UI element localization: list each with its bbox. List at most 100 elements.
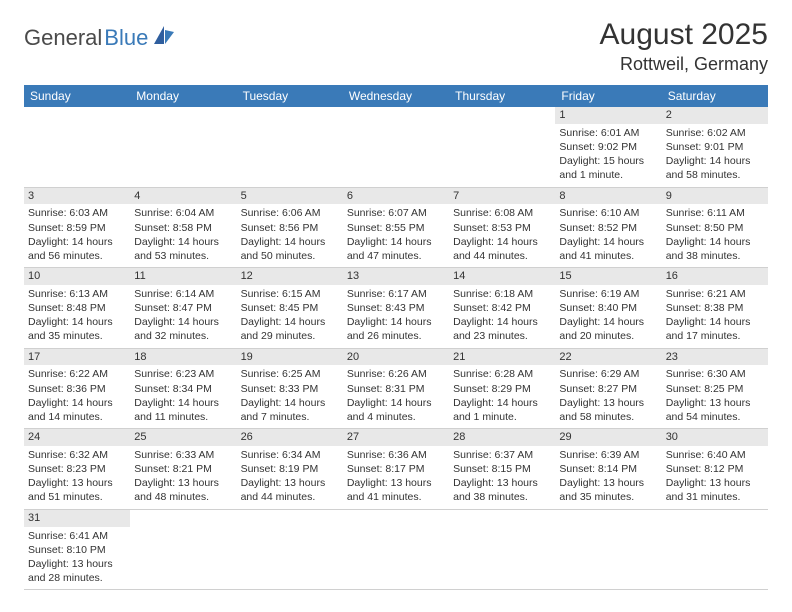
day-details: Sunrise: 6:07 AMSunset: 8:55 PMDaylight:… <box>343 204 449 267</box>
sunrise-text: Sunrise: 6:15 AM <box>241 287 339 301</box>
calendar-cell <box>555 509 661 590</box>
sunset-text: Sunset: 8:45 PM <box>241 301 339 315</box>
month-title: August 2025 <box>600 18 768 52</box>
calendar-week: 31Sunrise: 6:41 AMSunset: 8:10 PMDayligh… <box>24 509 768 590</box>
sunrise-text: Sunrise: 6:22 AM <box>28 367 126 381</box>
sunset-text: Sunset: 9:02 PM <box>559 140 657 154</box>
weekday-row: SundayMondayTuesdayWednesdayThursdayFrid… <box>24 85 768 107</box>
day-details: Sunrise: 6:33 AMSunset: 8:21 PMDaylight:… <box>130 446 236 509</box>
calendar-cell <box>237 107 343 187</box>
day-number: 5 <box>237 188 343 205</box>
weekday-header: Thursday <box>449 85 555 107</box>
day-number: 23 <box>662 349 768 366</box>
day-number: 28 <box>449 429 555 446</box>
day-number: 24 <box>24 429 130 446</box>
day-details: Sunrise: 6:36 AMSunset: 8:17 PMDaylight:… <box>343 446 449 509</box>
day-number: 31 <box>24 510 130 527</box>
calendar-cell <box>130 107 236 187</box>
calendar-cell: 28Sunrise: 6:37 AMSunset: 8:15 PMDayligh… <box>449 429 555 510</box>
day-number: 26 <box>237 429 343 446</box>
calendar-cell: 9Sunrise: 6:11 AMSunset: 8:50 PMDaylight… <box>662 187 768 268</box>
daylight-text: Daylight: 14 hours and 23 minutes. <box>453 315 551 343</box>
location: Rottweil, Germany <box>600 54 768 75</box>
calendar-cell: 30Sunrise: 6:40 AMSunset: 8:12 PMDayligh… <box>662 429 768 510</box>
calendar-cell: 17Sunrise: 6:22 AMSunset: 8:36 PMDayligh… <box>24 348 130 429</box>
day-details: Sunrise: 6:30 AMSunset: 8:25 PMDaylight:… <box>662 365 768 428</box>
day-number: 20 <box>343 349 449 366</box>
calendar-cell <box>24 107 130 187</box>
day-details: Sunrise: 6:08 AMSunset: 8:53 PMDaylight:… <box>449 204 555 267</box>
day-number: 2 <box>662 107 768 124</box>
calendar-week: 17Sunrise: 6:22 AMSunset: 8:36 PMDayligh… <box>24 348 768 429</box>
calendar-cell <box>343 509 449 590</box>
sunset-text: Sunset: 8:17 PM <box>347 462 445 476</box>
calendar-cell: 14Sunrise: 6:18 AMSunset: 8:42 PMDayligh… <box>449 268 555 349</box>
sunset-text: Sunset: 8:58 PM <box>134 221 232 235</box>
day-number: 7 <box>449 188 555 205</box>
day-number: 29 <box>555 429 661 446</box>
weekday-header: Friday <box>555 85 661 107</box>
daylight-text: Daylight: 14 hours and 7 minutes. <box>241 396 339 424</box>
sunset-text: Sunset: 8:50 PM <box>666 221 764 235</box>
calendar-cell: 27Sunrise: 6:36 AMSunset: 8:17 PMDayligh… <box>343 429 449 510</box>
sunset-text: Sunset: 8:14 PM <box>559 462 657 476</box>
day-details: Sunrise: 6:04 AMSunset: 8:58 PMDaylight:… <box>130 204 236 267</box>
calendar-cell: 22Sunrise: 6:29 AMSunset: 8:27 PMDayligh… <box>555 348 661 429</box>
daylight-text: Daylight: 14 hours and 44 minutes. <box>453 235 551 263</box>
day-details: Sunrise: 6:18 AMSunset: 8:42 PMDaylight:… <box>449 285 555 348</box>
weekday-header: Tuesday <box>237 85 343 107</box>
calendar-cell: 12Sunrise: 6:15 AMSunset: 8:45 PMDayligh… <box>237 268 343 349</box>
sunset-text: Sunset: 8:25 PM <box>666 382 764 396</box>
daylight-text: Daylight: 13 hours and 41 minutes. <box>347 476 445 504</box>
day-number: 4 <box>130 188 236 205</box>
day-number: 3 <box>24 188 130 205</box>
day-number: 30 <box>662 429 768 446</box>
sunset-text: Sunset: 8:33 PM <box>241 382 339 396</box>
sunrise-text: Sunrise: 6:36 AM <box>347 448 445 462</box>
daylight-text: Daylight: 13 hours and 48 minutes. <box>134 476 232 504</box>
logo-text-blue: Blue <box>104 25 148 51</box>
day-details: Sunrise: 6:39 AMSunset: 8:14 PMDaylight:… <box>555 446 661 509</box>
sunset-text: Sunset: 8:27 PM <box>559 382 657 396</box>
day-details: Sunrise: 6:23 AMSunset: 8:34 PMDaylight:… <box>130 365 236 428</box>
calendar-cell: 6Sunrise: 6:07 AMSunset: 8:55 PMDaylight… <box>343 187 449 268</box>
daylight-text: Daylight: 14 hours and 11 minutes. <box>134 396 232 424</box>
sunrise-text: Sunrise: 6:10 AM <box>559 206 657 220</box>
calendar-cell <box>130 509 236 590</box>
sunset-text: Sunset: 8:56 PM <box>241 221 339 235</box>
sunset-text: Sunset: 8:21 PM <box>134 462 232 476</box>
day-details: Sunrise: 6:06 AMSunset: 8:56 PMDaylight:… <box>237 204 343 267</box>
day-number: 27 <box>343 429 449 446</box>
daylight-text: Daylight: 14 hours and 35 minutes. <box>28 315 126 343</box>
calendar-table: SundayMondayTuesdayWednesdayThursdayFrid… <box>24 85 768 590</box>
day-number: 6 <box>343 188 449 205</box>
sunrise-text: Sunrise: 6:30 AM <box>666 367 764 381</box>
sunrise-text: Sunrise: 6:37 AM <box>453 448 551 462</box>
daylight-text: Daylight: 13 hours and 31 minutes. <box>666 476 764 504</box>
daylight-text: Daylight: 14 hours and 56 minutes. <box>28 235 126 263</box>
calendar-cell: 18Sunrise: 6:23 AMSunset: 8:34 PMDayligh… <box>130 348 236 429</box>
sunrise-text: Sunrise: 6:01 AM <box>559 126 657 140</box>
calendar-week: 10Sunrise: 6:13 AMSunset: 8:48 PMDayligh… <box>24 268 768 349</box>
day-number: 21 <box>449 349 555 366</box>
calendar-cell: 19Sunrise: 6:25 AMSunset: 8:33 PMDayligh… <box>237 348 343 429</box>
day-details: Sunrise: 6:01 AMSunset: 9:02 PMDaylight:… <box>555 124 661 187</box>
sunset-text: Sunset: 8:12 PM <box>666 462 764 476</box>
calendar-cell: 20Sunrise: 6:26 AMSunset: 8:31 PMDayligh… <box>343 348 449 429</box>
sunrise-text: Sunrise: 6:11 AM <box>666 206 764 220</box>
calendar-cell <box>237 509 343 590</box>
calendar-cell: 3Sunrise: 6:03 AMSunset: 8:59 PMDaylight… <box>24 187 130 268</box>
daylight-text: Daylight: 13 hours and 28 minutes. <box>28 557 126 585</box>
sunrise-text: Sunrise: 6:08 AM <box>453 206 551 220</box>
sunset-text: Sunset: 8:34 PM <box>134 382 232 396</box>
sunrise-text: Sunrise: 6:34 AM <box>241 448 339 462</box>
title-block: August 2025 Rottweil, Germany <box>600 18 768 75</box>
sunset-text: Sunset: 8:43 PM <box>347 301 445 315</box>
header: General Blue August 2025 Rottweil, Germa… <box>24 18 768 75</box>
day-number: 22 <box>555 349 661 366</box>
calendar-cell: 21Sunrise: 6:28 AMSunset: 8:29 PMDayligh… <box>449 348 555 429</box>
sunrise-text: Sunrise: 6:14 AM <box>134 287 232 301</box>
day-number: 14 <box>449 268 555 285</box>
sunset-text: Sunset: 8:36 PM <box>28 382 126 396</box>
day-details: Sunrise: 6:15 AMSunset: 8:45 PMDaylight:… <box>237 285 343 348</box>
